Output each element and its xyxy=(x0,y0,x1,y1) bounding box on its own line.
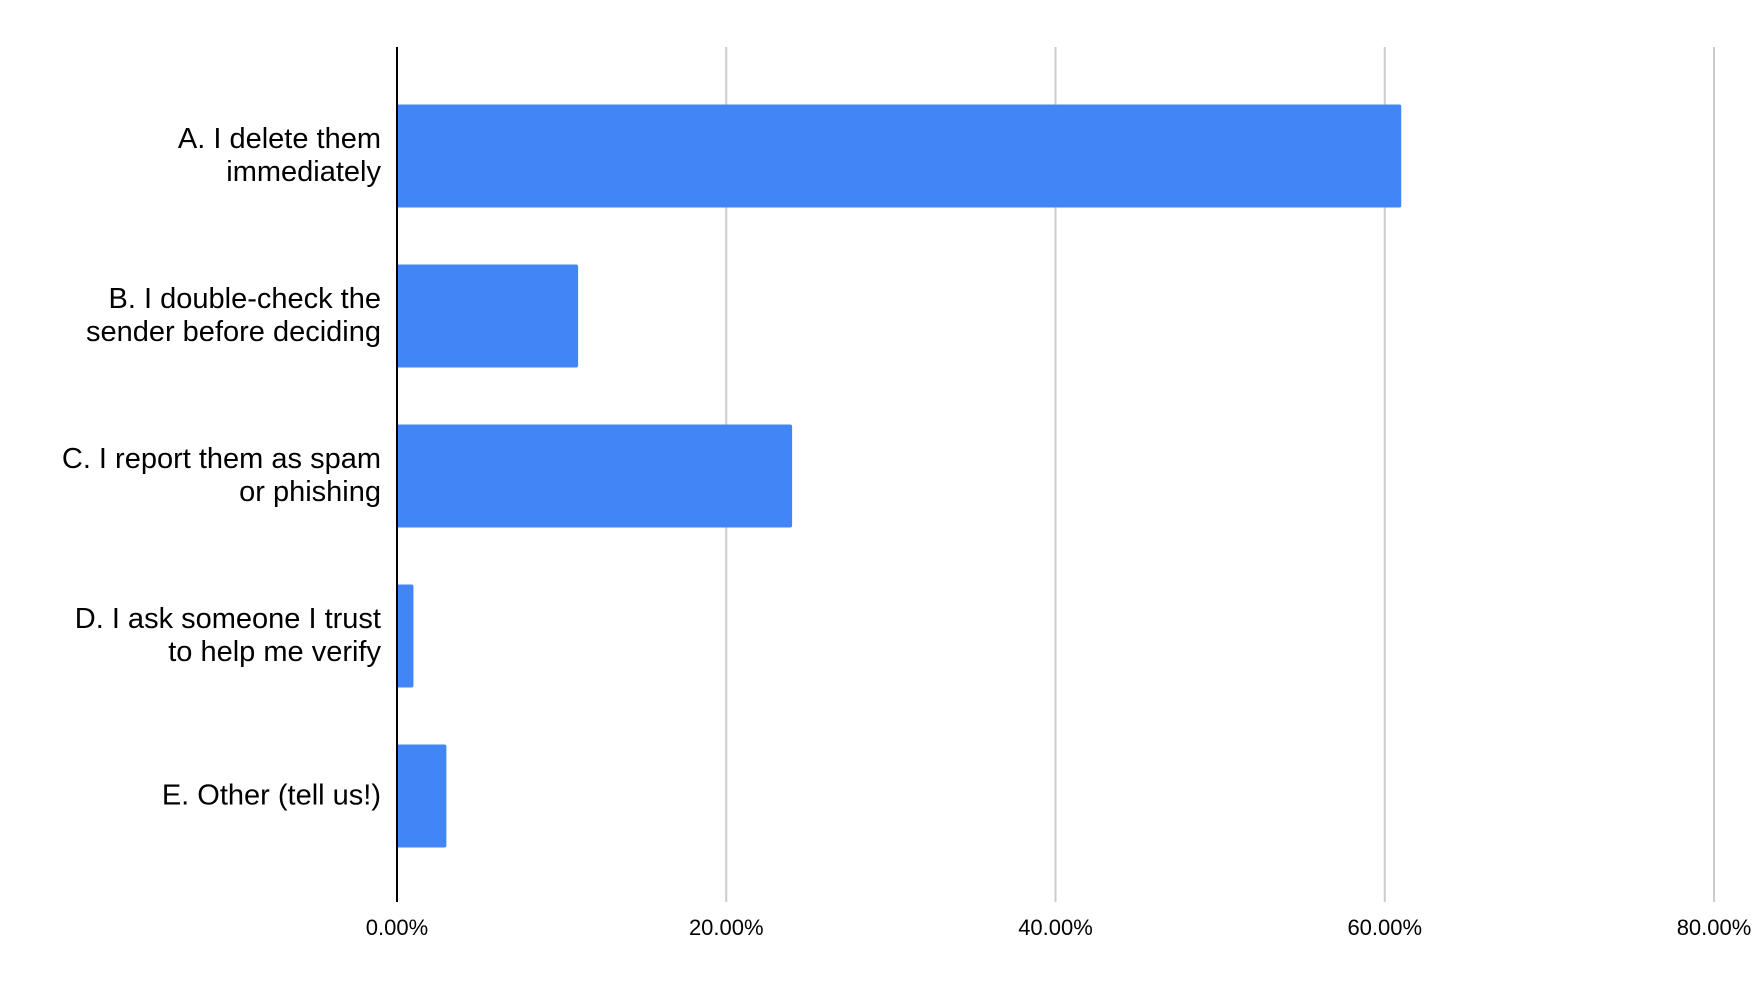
x-tick-label: 60.00% xyxy=(1347,915,1422,940)
bar xyxy=(397,104,1402,208)
x-tick-label: 80.00% xyxy=(1677,915,1752,940)
bar xyxy=(397,264,579,368)
x-tick-label: 20.00% xyxy=(689,915,764,940)
x-tick-label: 0.00% xyxy=(366,915,428,940)
y-tick-label: E. Other (tell us!) xyxy=(161,779,381,812)
y-tick-label: A. I delete them immediately xyxy=(177,123,381,188)
y-tick-label: C. I report them as spam or phishing xyxy=(61,443,381,508)
y-tick-label: D. I ask someone I trust to help me veri… xyxy=(74,603,381,668)
bar xyxy=(397,584,414,688)
y-tick-label: B. I double-check the sender before deci… xyxy=(85,283,381,348)
x-tick-label: 40.00% xyxy=(1018,915,1093,940)
bar xyxy=(397,744,447,848)
bar xyxy=(397,424,793,528)
